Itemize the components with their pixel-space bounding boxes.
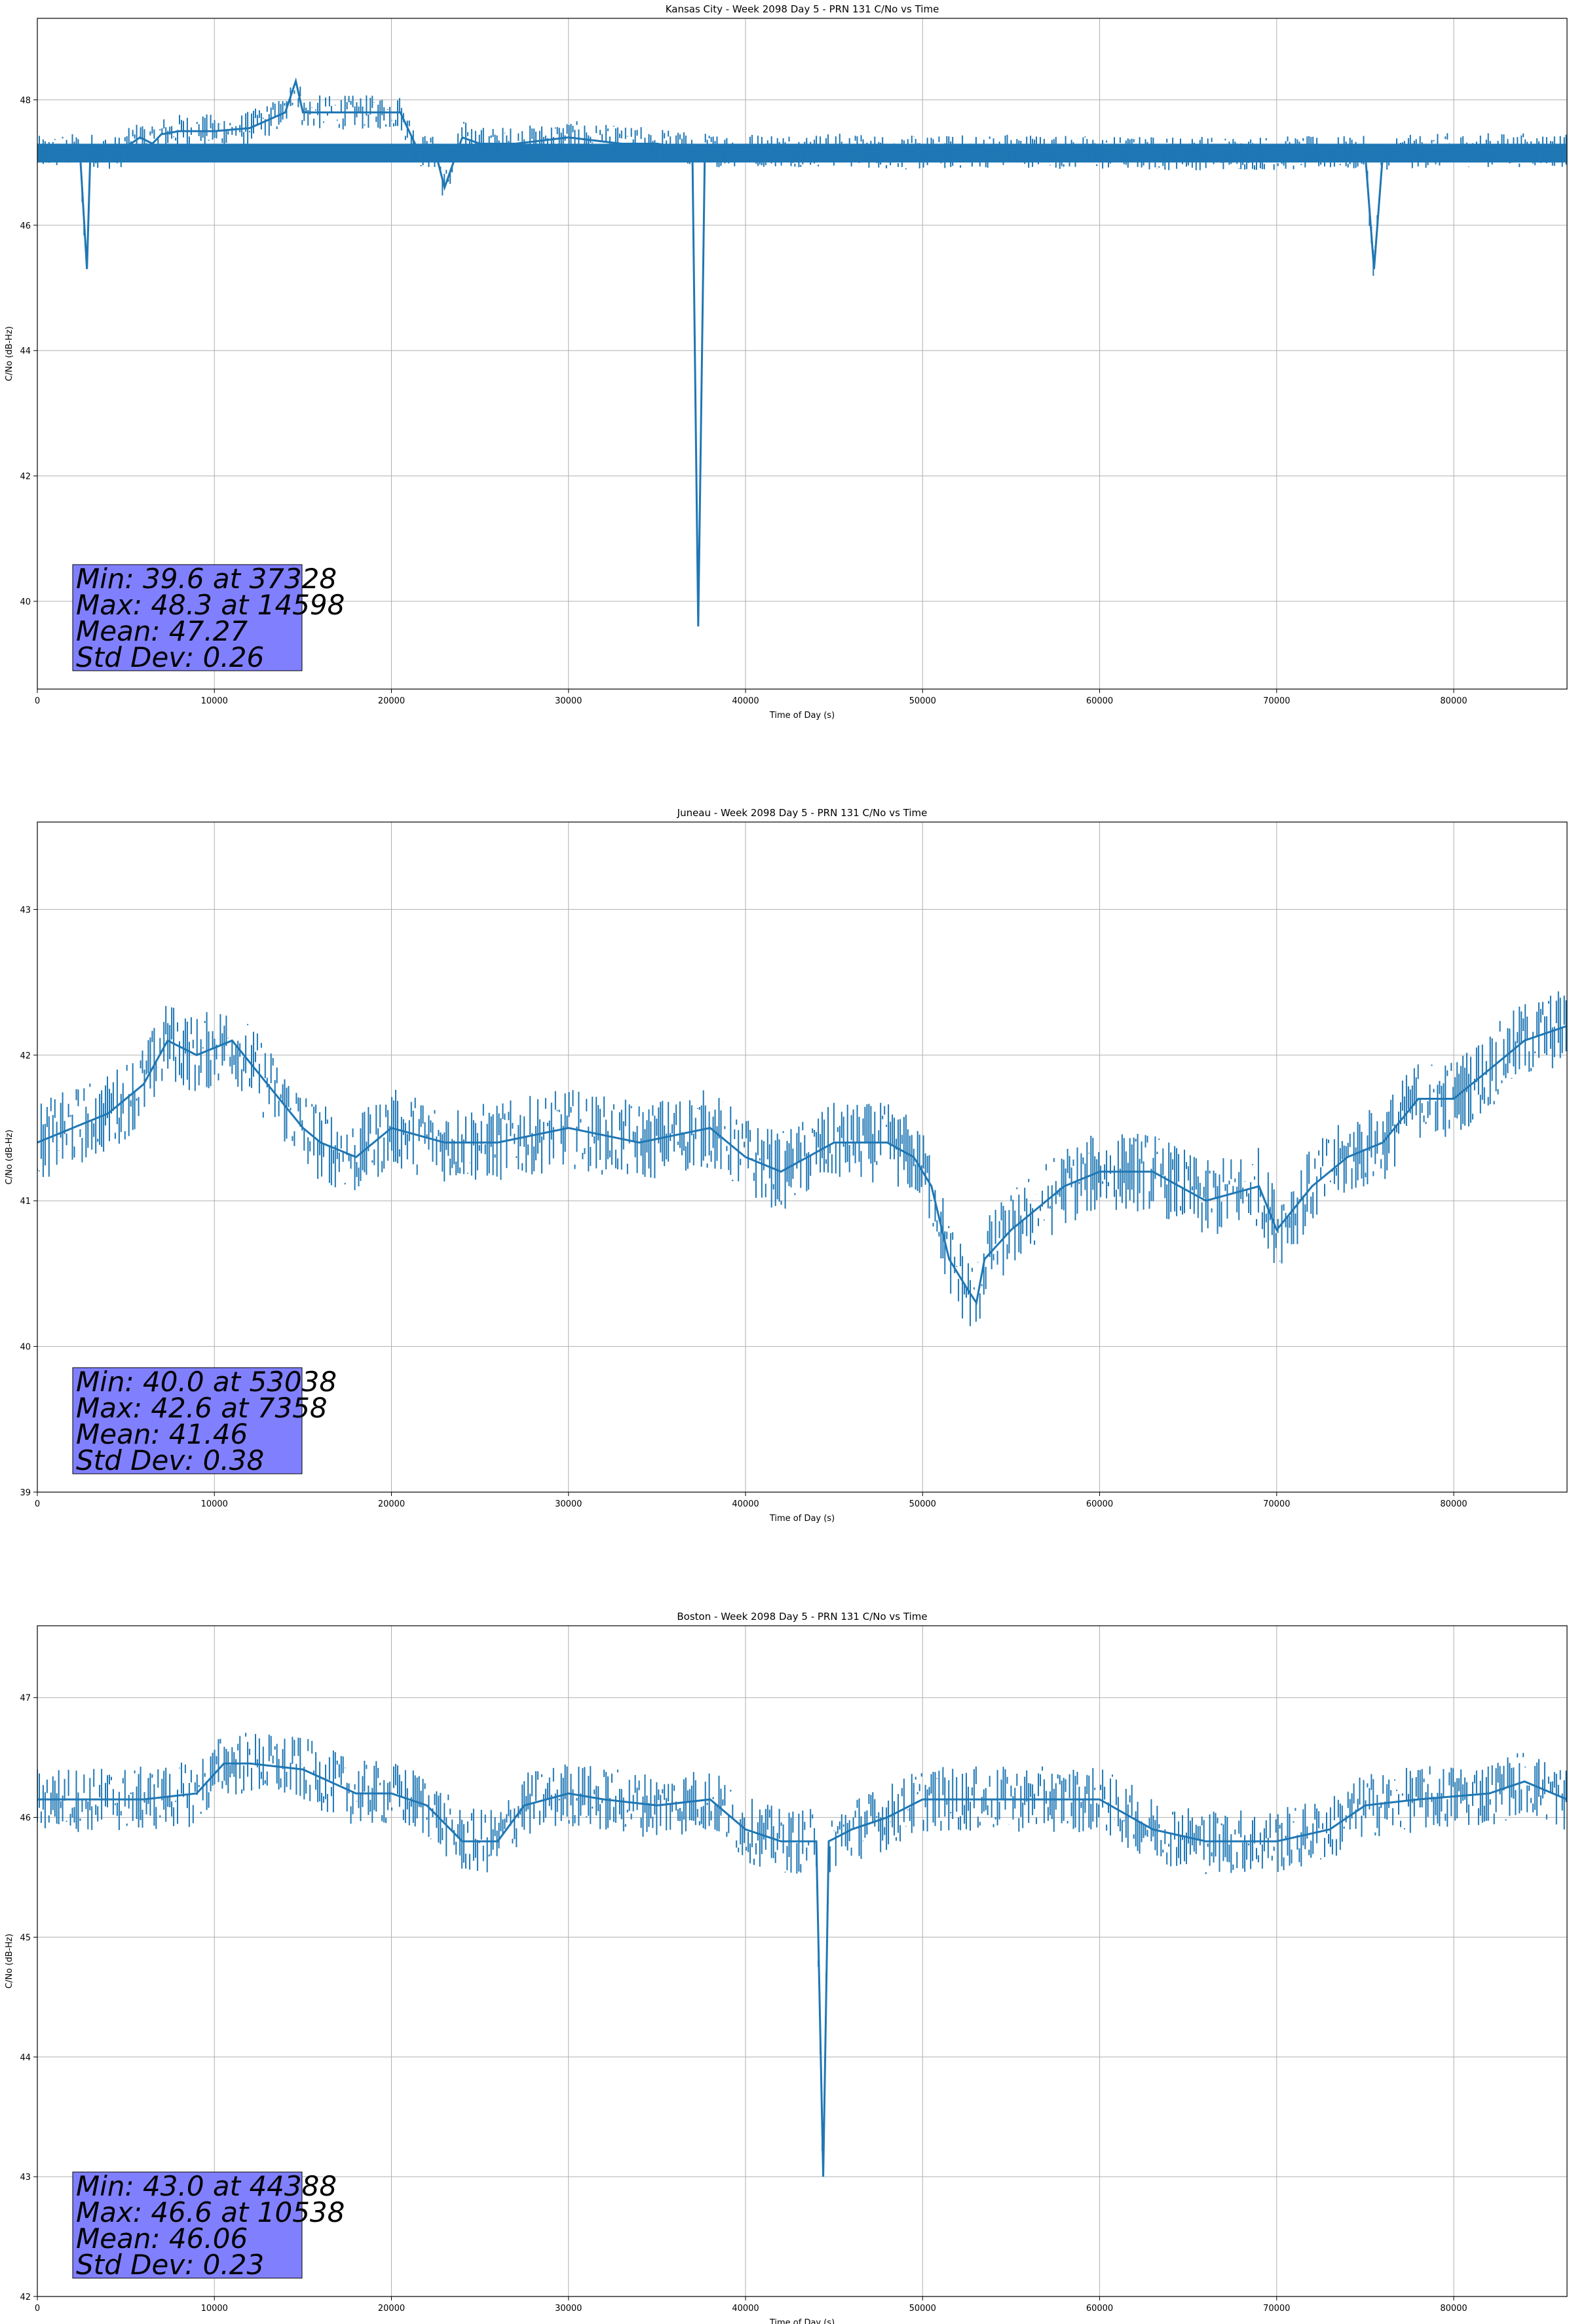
x-tick-label: 80000: [1440, 1499, 1467, 1509]
data-noise-stripes: [37, 83, 1567, 569]
y-tick-label: 41: [20, 1197, 31, 1207]
y-tick-label: 47: [20, 1694, 31, 1704]
y-tick-label: 39: [20, 1488, 31, 1498]
x-axis-label: Time of Day (s): [769, 2318, 835, 2324]
x-tick-label: 40000: [732, 1499, 759, 1509]
x-tick-label: 0: [35, 2304, 40, 2314]
stats-line: Mean: 46.06: [76, 2222, 248, 2255]
stats-line: Mean: 47.27: [76, 615, 248, 647]
data-noise-stripes: [37, 1733, 1567, 2151]
chart-panel-2: 0 10000 20000 30000 40000 50000 60000 70000 8000…: [5, 807, 1568, 1524]
x-tick-label: 40000: [732, 2304, 759, 2314]
chart-panel-3: 0 10000 20000 30000 40000 50000 60000 70000 8000…: [5, 1611, 1568, 2324]
x-tick-label: 50000: [909, 696, 936, 706]
y-tick-label: 46: [20, 221, 31, 231]
x-tick-label: 10000: [201, 2304, 228, 2314]
axes-frame: [37, 1625, 1568, 2297]
x-tick-label: 0: [35, 696, 40, 706]
stats-box: [72, 2171, 303, 2279]
y-axis-label: C/No (dB-Hz): [5, 1130, 14, 1185]
x-tick-label: 10000: [201, 1499, 228, 1509]
x-tick-label: 30000: [555, 2304, 582, 2314]
data-series: [37, 77, 1567, 627]
y-tick-label: 44: [20, 347, 31, 356]
x-tick-label: 30000: [555, 696, 582, 706]
data-line: [37, 1024, 1567, 1305]
y-tick-label: 42: [20, 472, 31, 482]
x-tick-label: 20000: [378, 2304, 405, 2314]
x-tick-label: 60000: [1086, 696, 1113, 706]
axes-frame: [37, 18, 1568, 690]
stats-line: Max: 48.3 at 14598: [76, 589, 345, 621]
grid-lines: [37, 18, 1567, 689]
y-axis-label: C/No (dB-Hz): [5, 1934, 14, 1989]
x-axis-label: Time of Day (s): [769, 1514, 835, 1524]
x-tick-label: 80000: [1440, 2304, 1467, 2314]
stats-line: Min: 40.0 at 53038: [76, 1366, 337, 1398]
x-tick-label: 20000: [378, 1499, 405, 1509]
plots-group: 0 10000 20000 30000 40000 50000 60000 70000 8000…: [5, 3, 1568, 2324]
x-tick-label: 20000: [378, 696, 405, 706]
x-tick-label: 60000: [1086, 2304, 1113, 2314]
stats-line: Min: 39.6 at 37328: [76, 563, 337, 595]
x-tick-label: 10000: [201, 696, 228, 706]
stats-line: Std Dev: 0.38: [76, 1444, 264, 1476]
x-tick-label: 50000: [909, 2304, 936, 2314]
y-tick-label: 40: [20, 1343, 31, 1353]
chart-title: Kansas City - Week 2098 Day 5 - PRN 131 …: [666, 3, 939, 15]
x-tick-label: 70000: [1263, 2304, 1290, 2314]
chart-title: Boston - Week 2098 Day 5 - PRN 131 C/No …: [677, 1611, 927, 1622]
x-tick-label: 80000: [1440, 696, 1467, 706]
x-tick-label: 40000: [732, 696, 759, 706]
chart-title: Juneau - Week 2098 Day 5 - PRN 131 C/No …: [677, 807, 928, 819]
data-series: [37, 991, 1567, 1326]
data-series: [37, 1733, 1567, 2177]
x-axis-label: Time of Day (s): [769, 711, 835, 721]
y-tick-label: 43: [20, 905, 31, 915]
y-tick-label: 45: [20, 1933, 31, 1943]
stats-line: Std Dev: 0.26: [76, 641, 264, 673]
y-tick-label: 44: [20, 2053, 31, 2063]
x-tick-label: 60000: [1086, 1499, 1113, 1509]
stats-line: Max: 46.6 at 10538: [76, 2196, 345, 2228]
x-tick-label: 0: [35, 1499, 40, 1509]
x-tick-label: 30000: [555, 1499, 582, 1509]
y-tick-label: 48: [20, 96, 31, 105]
y-tick-label: 46: [20, 1814, 31, 1824]
tick-group: 0 10000 20000 30000 40000 50000 60000 70000 8000…: [20, 1694, 1467, 2314]
y-tick-label: 42: [20, 1051, 31, 1061]
data-line: [37, 1762, 1567, 2177]
x-tick-label: 70000: [1263, 1499, 1290, 1509]
y-tick-label: 42: [20, 2293, 31, 2302]
tick-group: 0 10000 20000 30000 40000 50000 60000 70000 8000…: [20, 96, 1467, 706]
tick-group: 0 10000 20000 30000 40000 50000 60000 70000 8000…: [20, 905, 1467, 1509]
y-axis-label: C/No (dB-Hz): [5, 326, 14, 381]
stats-box: [72, 564, 303, 671]
stats-line: Std Dev: 0.23: [76, 2249, 264, 2281]
stats-line: Min: 43.0 at 44388: [76, 2170, 337, 2202]
stats-line: Mean: 41.46: [76, 1418, 248, 1450]
chart-panel-1: 0 10000 20000 30000 40000 50000 60000 70000 8000…: [5, 3, 1568, 721]
y-tick-label: 40: [20, 597, 31, 607]
axes-frame: [37, 821, 1568, 1493]
x-tick-label: 50000: [909, 1499, 936, 1509]
x-tick-label: 70000: [1263, 696, 1290, 706]
stats-line: Max: 42.6 at 7358: [76, 1392, 328, 1424]
stats-box: [72, 1367, 303, 1474]
data-line: [37, 77, 1567, 627]
y-tick-label: 43: [20, 2173, 31, 2183]
